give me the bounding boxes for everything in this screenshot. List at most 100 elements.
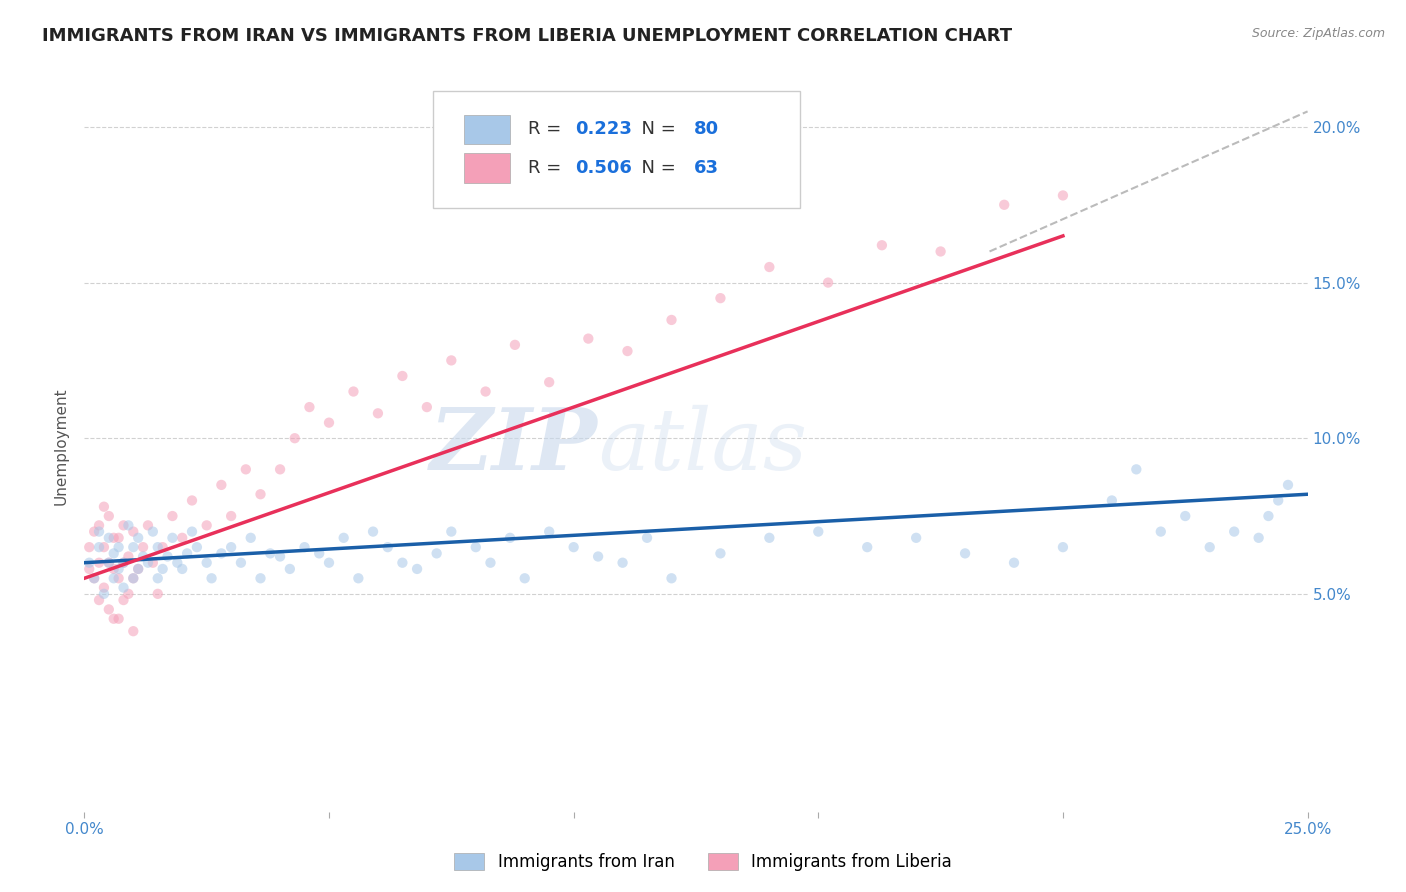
- FancyBboxPatch shape: [433, 91, 800, 209]
- Point: [905, 531, 928, 545]
- Legend: Immigrants from Iran, Immigrants from Liberia: Immigrants from Iran, Immigrants from Li…: [446, 845, 960, 880]
- Point: [856, 540, 879, 554]
- Point: [112, 581, 135, 595]
- Point: [97, 556, 120, 570]
- FancyBboxPatch shape: [464, 115, 510, 144]
- Point: [146, 540, 169, 554]
- Point: [219, 540, 242, 554]
- Point: [93, 540, 115, 554]
- Point: [235, 462, 257, 476]
- Point: [83, 571, 105, 585]
- Point: [87, 524, 110, 539]
- Text: R =: R =: [529, 159, 568, 177]
- Text: N =: N =: [630, 120, 682, 138]
- Point: [586, 549, 609, 564]
- Point: [1267, 493, 1289, 508]
- Point: [636, 531, 658, 545]
- Text: 0.506: 0.506: [575, 159, 631, 177]
- Point: [107, 612, 129, 626]
- Point: [166, 556, 188, 570]
- Point: [132, 549, 155, 564]
- Point: [269, 462, 291, 476]
- Point: [758, 260, 780, 274]
- Point: [103, 562, 125, 576]
- Point: [122, 540, 145, 554]
- Point: [136, 518, 159, 533]
- Point: [83, 524, 105, 539]
- Point: [87, 593, 110, 607]
- Point: [1052, 188, 1074, 202]
- Point: [103, 531, 125, 545]
- Point: [1052, 540, 1074, 554]
- Point: [127, 562, 149, 576]
- Text: 0.223: 0.223: [575, 120, 631, 138]
- Point: [107, 540, 129, 554]
- Point: [391, 368, 413, 383]
- Point: [152, 540, 174, 554]
- Point: [142, 524, 165, 539]
- Point: [391, 556, 413, 570]
- Point: [347, 571, 370, 585]
- Point: [416, 400, 439, 414]
- Point: [112, 556, 135, 570]
- Point: [1223, 524, 1246, 539]
- Point: [758, 531, 780, 545]
- Point: [503, 338, 526, 352]
- Point: [122, 571, 145, 585]
- Point: [440, 353, 463, 368]
- Point: [152, 562, 174, 576]
- Point: [342, 384, 364, 399]
- Point: [156, 549, 179, 564]
- Point: [107, 571, 129, 585]
- Point: [576, 332, 599, 346]
- Point: [103, 546, 125, 560]
- Point: [538, 375, 561, 389]
- Point: [308, 546, 330, 560]
- Text: 80: 80: [693, 120, 718, 138]
- Point: [993, 198, 1015, 212]
- Point: [499, 531, 522, 545]
- Point: [97, 602, 120, 616]
- Point: [93, 587, 115, 601]
- Point: [200, 571, 222, 585]
- Y-axis label: Unemployment: Unemployment: [53, 387, 69, 505]
- Point: [298, 400, 321, 414]
- Point: [112, 556, 135, 570]
- Point: [172, 562, 194, 576]
- Point: [93, 581, 115, 595]
- Point: [97, 509, 120, 524]
- Point: [229, 556, 252, 570]
- Point: [817, 276, 839, 290]
- Point: [538, 524, 561, 539]
- Point: [1002, 556, 1025, 570]
- Point: [122, 624, 145, 639]
- Point: [127, 562, 149, 576]
- Point: [146, 587, 169, 601]
- Point: [1277, 478, 1299, 492]
- Point: [122, 571, 145, 585]
- Point: [1125, 462, 1147, 476]
- Text: IMMIGRANTS FROM IRAN VS IMMIGRANTS FROM LIBERIA UNEMPLOYMENT CORRELATION CHART: IMMIGRANTS FROM IRAN VS IMMIGRANTS FROM …: [42, 27, 1012, 45]
- Point: [186, 540, 208, 554]
- Point: [361, 524, 384, 539]
- Point: [239, 531, 262, 545]
- Point: [807, 524, 830, 539]
- Point: [112, 593, 135, 607]
- Point: [249, 571, 271, 585]
- Point: [474, 384, 496, 399]
- Text: atlas: atlas: [598, 405, 807, 487]
- Point: [209, 546, 232, 560]
- Point: [117, 549, 139, 564]
- Point: [122, 524, 145, 539]
- Point: [953, 546, 976, 560]
- Point: [709, 546, 731, 560]
- Point: [1174, 509, 1197, 524]
- Point: [377, 540, 399, 554]
- Point: [278, 562, 301, 576]
- Point: [562, 540, 585, 554]
- Point: [479, 556, 502, 570]
- Text: ZIP: ZIP: [430, 404, 598, 488]
- Point: [172, 531, 194, 545]
- Point: [513, 571, 536, 585]
- Point: [83, 571, 105, 585]
